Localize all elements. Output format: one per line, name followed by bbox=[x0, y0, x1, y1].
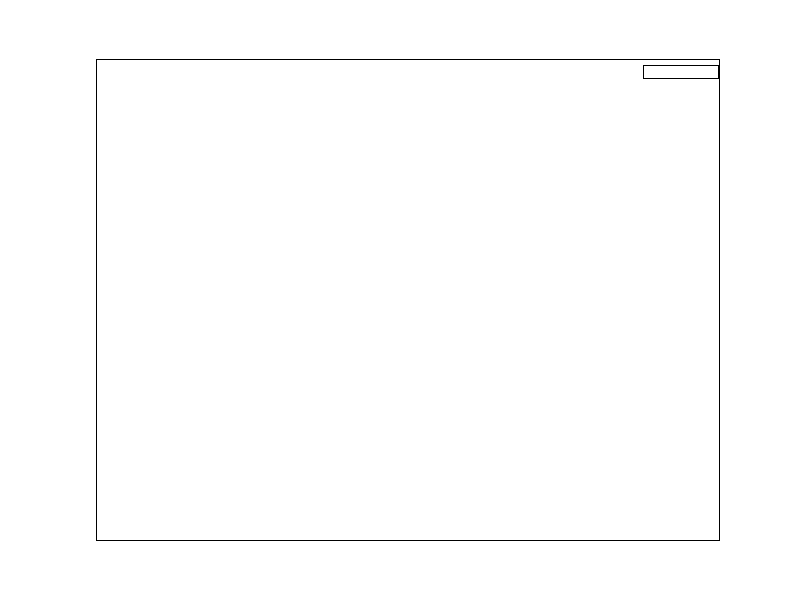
plot-area bbox=[96, 59, 720, 541]
legend bbox=[643, 65, 719, 79]
axes-frame bbox=[96, 59, 720, 541]
